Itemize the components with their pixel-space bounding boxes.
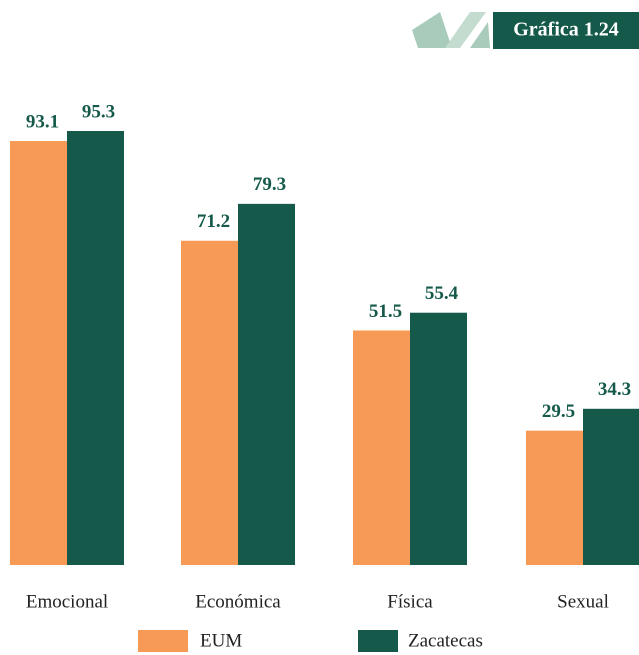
category-label: Sexual <box>557 591 609 612</box>
bar <box>353 330 410 565</box>
value-label: 71.2 <box>197 211 230 232</box>
bar <box>526 431 583 565</box>
value-label: 95.3 <box>82 101 115 122</box>
chart: Gráfica 1.24 93.1 95.3 Emocional 71.2 79.3 Ec… <box>0 0 639 655</box>
value-label: 29.5 <box>542 401 575 422</box>
value-label: 79.3 <box>253 174 286 195</box>
legend-swatch <box>358 630 398 652</box>
category-label: Física <box>387 591 433 612</box>
value-label: 51.5 <box>369 301 402 322</box>
category-label: Económica <box>195 591 281 612</box>
bar <box>67 131 124 565</box>
bar <box>10 141 67 565</box>
legend-label: Zacatecas <box>408 630 483 651</box>
value-label: 93.1 <box>26 111 59 132</box>
bar <box>238 204 295 565</box>
bar <box>583 409 639 565</box>
badge-title: Gráfica 1.24 <box>513 19 619 41</box>
legend-swatch <box>138 630 188 652</box>
page: Gráfica 1.24 93.1 95.3 Emocional 71.2 79.3 Ec… <box>0 0 639 655</box>
bar <box>181 241 238 565</box>
value-label: 55.4 <box>425 283 459 304</box>
value-label: 34.3 <box>598 379 631 400</box>
badge-decoration <box>412 12 490 48</box>
legend-label: EUM <box>200 630 242 651</box>
category-label: Emocional <box>26 591 108 612</box>
bar <box>410 313 467 565</box>
